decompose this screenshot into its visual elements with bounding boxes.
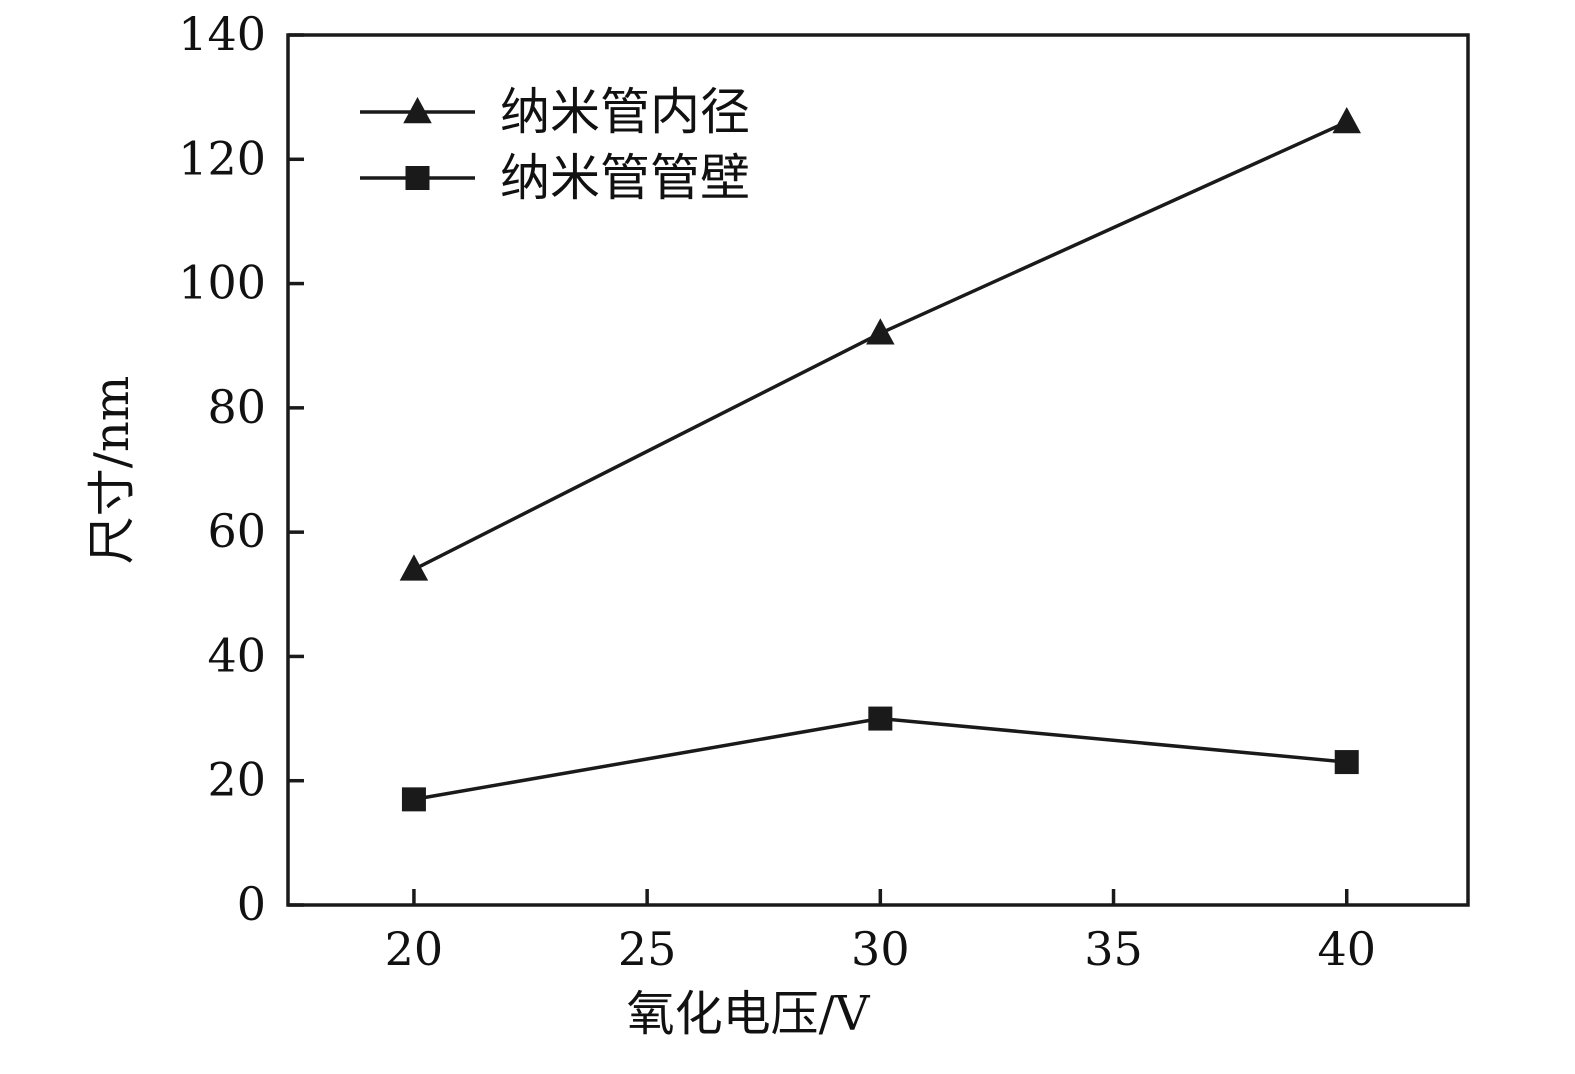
y-tick-label: 120: [178, 131, 266, 185]
y-tick-label: 20: [207, 753, 266, 807]
legend-label-0: 纳米管内径: [500, 83, 750, 141]
y-tick-label: 40: [207, 628, 266, 682]
series-marker-0: [399, 554, 429, 581]
y-axis-title: 尺寸/nm: [84, 376, 140, 565]
legend-label-1: 纳米管管壁: [500, 149, 750, 207]
series-marker-0: [1332, 107, 1361, 134]
series-marker-1: [1334, 750, 1359, 775]
legend-marker-1: [405, 166, 430, 190]
y-tick-label: 0: [237, 877, 266, 931]
series-line-1: [413, 716, 1347, 802]
series-marker-1: [868, 706, 893, 731]
x-tick-label: 20: [385, 922, 444, 976]
series-marker-1: [401, 787, 426, 812]
x-tick-label: 35: [1084, 922, 1143, 976]
x-tick-label: 25: [618, 922, 677, 976]
x-tick-label: 30: [851, 922, 910, 976]
series-marker-0: [866, 318, 895, 345]
legend-marker-0: [403, 97, 432, 124]
x-axis-title: 氧化电压/V: [627, 986, 871, 1042]
y-tick-label: 100: [178, 256, 266, 310]
y-tick-label: 60: [207, 504, 266, 558]
plot-frame: [286, 33, 1470, 907]
y-tick-label: 80: [207, 380, 266, 434]
x-tick-label: 40: [1317, 922, 1376, 976]
y-tick-label: 140: [178, 7, 266, 61]
